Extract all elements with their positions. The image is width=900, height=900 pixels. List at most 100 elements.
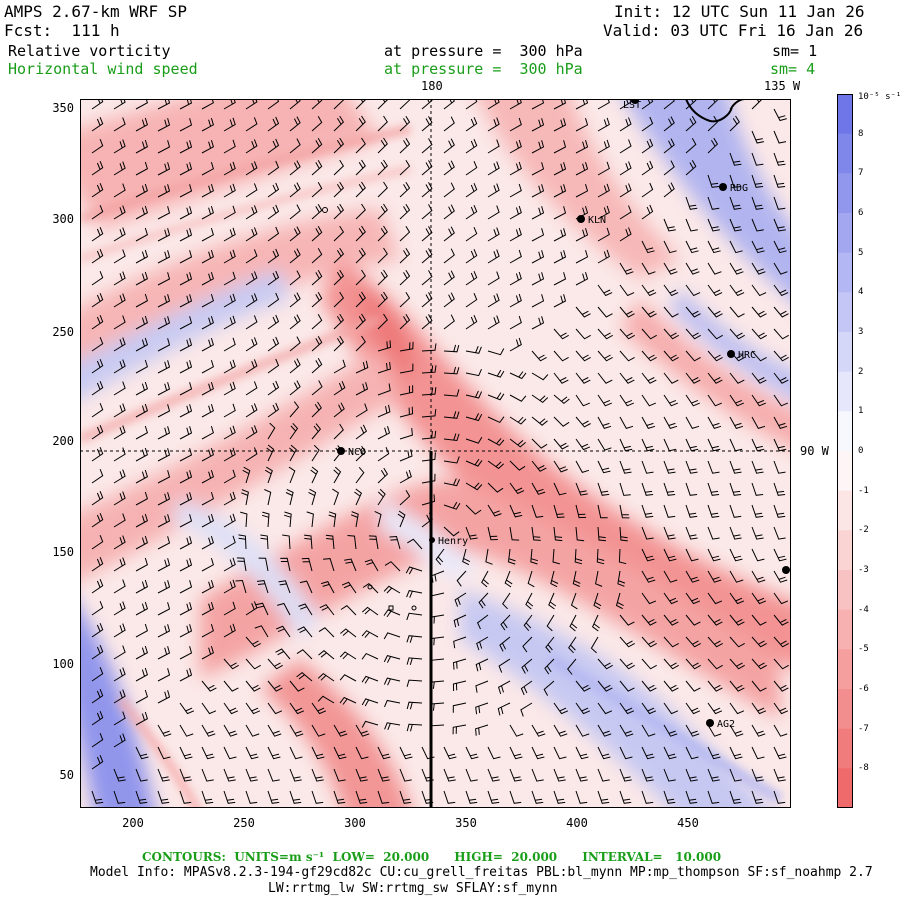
wind-barb — [201, 535, 214, 550]
wind-barb — [707, 570, 722, 583]
wind-barb — [531, 184, 545, 198]
wind-barb — [729, 240, 743, 254]
wind-barb — [179, 580, 193, 594]
wind-barb — [617, 570, 626, 587]
wind-barb — [575, 768, 588, 782]
wind-barb — [179, 768, 192, 782]
wind-barb — [377, 313, 388, 330]
wind-barb — [663, 218, 676, 232]
coastline — [685, 99, 746, 123]
wind-barb — [113, 579, 126, 594]
wind-barb — [333, 247, 345, 264]
wind-barb — [751, 526, 764, 540]
wind-barb — [377, 467, 389, 484]
wind-barb — [575, 350, 591, 362]
wind-barb — [135, 117, 148, 132]
colorbar-unit: 10⁻⁵ s⁻¹ — [858, 92, 900, 102]
wind-barb — [223, 557, 236, 572]
wind-barb — [597, 658, 613, 670]
x-tick: 400 — [566, 816, 588, 830]
wind-barb — [641, 460, 654, 474]
wind-barb — [311, 358, 323, 374]
wind-barb — [751, 548, 765, 562]
wind-barb — [236, 557, 247, 572]
wind-barb — [452, 702, 467, 713]
wind-barb — [553, 724, 568, 737]
wind-barb — [685, 160, 697, 176]
wind-barb — [525, 592, 534, 610]
wind-barb — [641, 116, 654, 132]
wind-barb — [328, 511, 337, 528]
wind-barb — [399, 137, 411, 154]
wind-barb — [333, 335, 345, 352]
wind-barb — [113, 491, 126, 506]
wind-barb — [685, 372, 701, 384]
wind-barb — [157, 360, 171, 374]
wind-barb — [201, 790, 214, 804]
x-tick: 250 — [233, 816, 255, 830]
wind-barb — [707, 526, 720, 540]
station-lst[interactable]: LST — [623, 99, 641, 111]
wind-barb — [289, 724, 304, 737]
y-tick: 200 — [52, 434, 74, 448]
wind-barb — [597, 680, 613, 692]
wind-barb — [320, 581, 335, 594]
wind-barb — [201, 99, 214, 110]
wind-barb — [157, 536, 171, 550]
wind-barb — [383, 609, 401, 618]
wind-barb — [332, 488, 340, 506]
station-hrc[interactable]: HRC — [727, 350, 756, 361]
wind-barb — [487, 348, 505, 356]
wind-barb — [685, 746, 699, 760]
wind-barb — [179, 492, 193, 506]
wind-barb — [289, 358, 301, 374]
wind-barb — [597, 161, 610, 176]
wind-barb — [157, 790, 170, 804]
wind-barb — [509, 371, 527, 380]
wind-barb — [255, 602, 269, 616]
wind-barb — [553, 118, 567, 132]
wind-barb — [751, 328, 767, 340]
station-rdg[interactable]: RDG — [719, 183, 748, 194]
wind-barb — [685, 768, 698, 782]
wind-barb — [91, 271, 104, 286]
wind-barb — [223, 425, 236, 440]
wind-barb — [685, 416, 700, 429]
forecast-hour: Fcst: 111 h — [4, 21, 120, 40]
valid-time: Valid: 03 UTC Fri 16 Jan 26 — [603, 21, 864, 40]
wind-barb — [179, 162, 193, 176]
wind-barb — [179, 646, 193, 660]
wind-barb — [641, 746, 655, 760]
wind-barb — [641, 438, 655, 452]
wind-barb — [223, 161, 236, 176]
wind-barb — [179, 184, 193, 198]
wind-barb — [552, 548, 560, 565]
wind-barb — [597, 702, 613, 715]
wind-barb — [487, 249, 500, 264]
wind-barb — [465, 293, 478, 308]
wind-barb — [575, 140, 589, 154]
station-henry[interactable]: Henry — [429, 536, 468, 547]
wind-barb — [201, 702, 217, 715]
wind-barb — [641, 328, 657, 340]
wind-barb — [663, 746, 677, 760]
wind-barb — [242, 466, 251, 484]
station-nco[interactable]: NCO — [337, 447, 366, 458]
station-ag2[interactable]: AG2 — [706, 719, 735, 730]
wind-barb — [399, 269, 411, 286]
wind-barb — [377, 768, 390, 782]
wind-barb — [406, 701, 423, 710]
wind-barb — [333, 790, 346, 804]
wind-barb — [377, 159, 388, 176]
vorticity-map[interactable]: KLN RDG HRC NCO Henry AG2 LST — [80, 99, 791, 808]
station-kln[interactable]: KLN — [577, 215, 606, 226]
wind-barb — [289, 182, 301, 198]
wind-barb — [362, 583, 379, 594]
wind-barb — [509, 416, 527, 425]
wind-barb — [113, 711, 126, 726]
wind-barb — [267, 204, 280, 220]
wind-barb — [374, 510, 382, 528]
wind-barb — [453, 636, 467, 649]
wind-barb — [475, 680, 489, 693]
wind-barb — [597, 350, 613, 362]
